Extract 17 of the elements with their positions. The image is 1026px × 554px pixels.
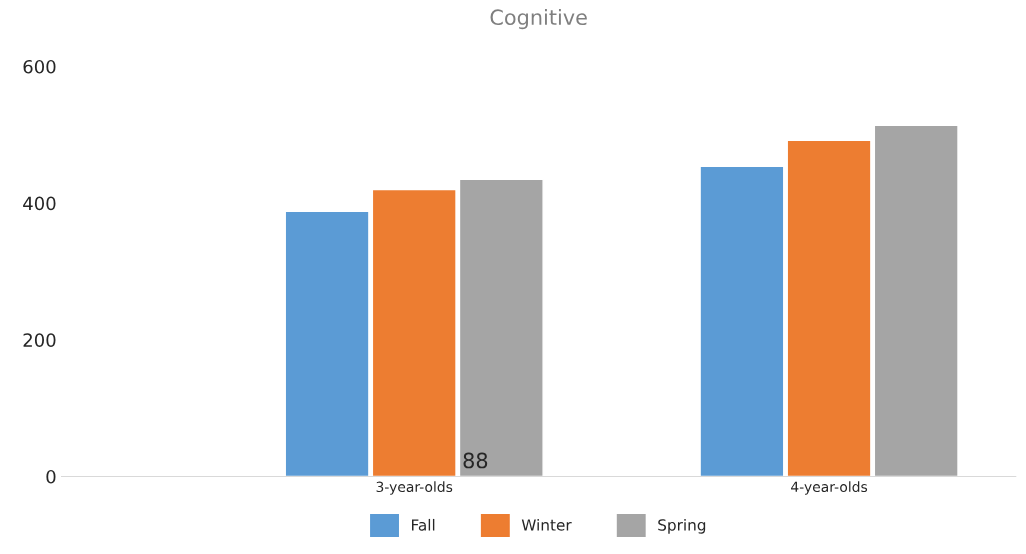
legend-label: Winter [521, 518, 572, 531]
bar [284, 210, 370, 477]
x-tick-label: 4-year-olds [791, 481, 868, 495]
bar [873, 124, 959, 477]
bar [458, 178, 544, 477]
x-tick-label: 3-year-olds [376, 481, 453, 495]
legend-label: Fall [412, 518, 435, 531]
y-tick-label: 0 [46, 469, 56, 484]
bar [699, 165, 785, 477]
y-tick-label: 400 [23, 196, 56, 211]
annotation: 88 [463, 452, 488, 469]
y-tick-label: 200 [23, 333, 56, 347]
y-tick-label: 600 [23, 59, 56, 74]
chart-title: Cognitive [490, 8, 587, 30]
legend-label: Spring [658, 518, 706, 534]
bar [371, 188, 457, 477]
bar [786, 139, 872, 477]
